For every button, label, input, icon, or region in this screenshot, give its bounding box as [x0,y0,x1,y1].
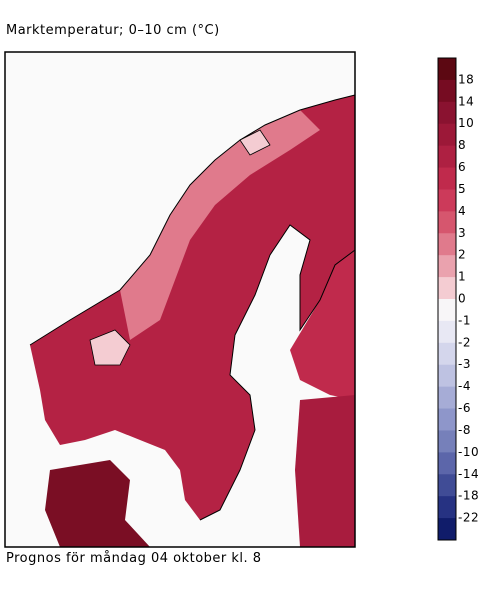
legend-swatch [438,255,456,278]
legend-swatch [438,233,456,256]
legend-swatch [438,342,456,366]
legend-label: -6 [458,401,471,415]
legend-swatch [438,452,456,475]
legend-label: -2 [458,335,471,349]
legend-label: -10 [458,445,479,459]
map-frame [4,51,356,548]
legend-swatch [438,408,456,431]
legend-swatch [438,320,456,344]
cold-area [89,329,131,366]
legend-label: 4 [458,204,466,218]
legend-frame [437,57,457,541]
legend-label: 18 [458,72,474,86]
legend-swatch [438,277,456,300]
legend-swatch [438,167,456,190]
coastline [29,94,356,346]
legend-swatch [438,430,456,453]
legend-label: 1 [458,270,466,284]
legend-swatch [438,145,456,169]
legend-swatch [438,79,456,103]
legend-swatch [438,364,456,388]
cold-area [239,129,271,156]
land-baltics [295,395,355,547]
coastline [199,224,356,521]
land-denmark [45,460,150,547]
legend-label: 2 [458,248,466,262]
legend-label: -22 [458,511,479,525]
legend-label: 6 [458,160,466,174]
legend-label: 14 [458,94,474,108]
legend-swatch [438,58,456,81]
map [4,51,356,548]
legend-label: -18 [458,489,479,503]
legend-label: -1 [458,313,471,327]
legend-swatch [438,518,456,541]
land-scandinavia [30,95,355,520]
legend-label: 10 [458,116,474,130]
legend-swatch [438,386,456,410]
legend-swatch [438,101,456,125]
legend-swatch [438,123,456,147]
legend-label: -8 [458,423,471,437]
legend-label: -4 [458,379,471,393]
mountains [120,110,320,340]
legend-label: 3 [458,226,466,240]
land-finland [290,250,355,400]
legend-label: 0 [458,292,466,306]
legend-label: -14 [458,467,479,481]
legend-label: 8 [458,138,466,152]
legend-swatch [438,189,456,212]
legend-label: 5 [458,182,466,196]
legend-swatch [438,211,456,234]
legend-label: -3 [458,357,471,371]
caption: Prognos för måndag 04 oktober kl. 8 [6,551,262,566]
title: Marktemperatur; 0–10 cm (°C) [6,23,220,38]
legend-swatch [438,496,456,519]
legend-swatch [438,474,456,497]
legend-swatch [438,299,456,322]
